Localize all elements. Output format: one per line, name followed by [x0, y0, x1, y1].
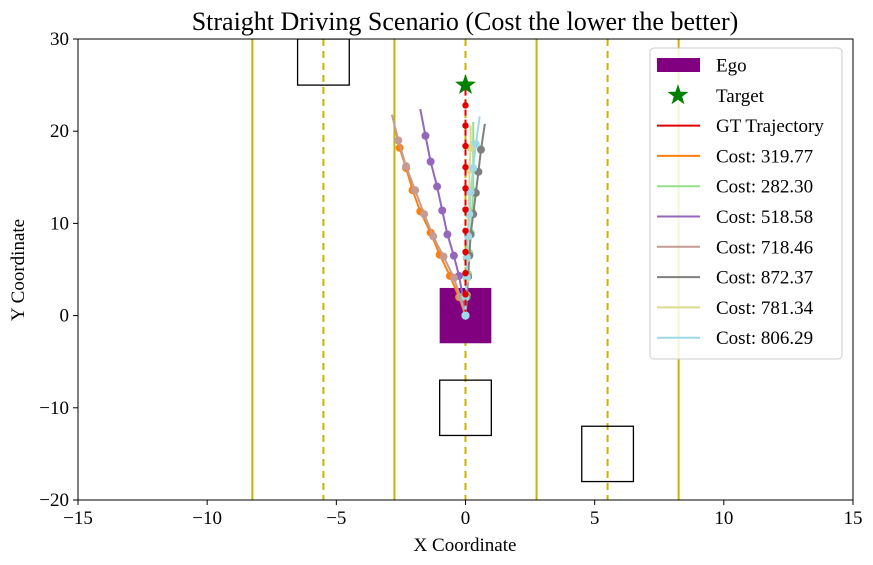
- trajectory-point: [471, 140, 480, 149]
- y-axis-label: Y Coordinate: [8, 219, 29, 321]
- legend-handle-ego: [657, 58, 700, 72]
- legend-label: Cost: 806.29: [716, 328, 813, 349]
- plot-area: [251, 39, 680, 500]
- legend-label: Ego: [716, 56, 747, 77]
- obstacle-box: [296, 39, 350, 86]
- trajectory-point: [469, 164, 478, 173]
- trajectory-point: [426, 157, 435, 166]
- trajectory-point: [429, 232, 438, 241]
- legend-label: GT Trajectory: [716, 116, 824, 137]
- x-axis-label: X Coordinate: [414, 535, 517, 556]
- x-tick-label: 10: [714, 508, 733, 529]
- legend-label: Cost: 518.58: [716, 207, 813, 228]
- trajectory-point: [394, 136, 403, 145]
- gt-trajectory-point: [462, 185, 469, 192]
- gt-trajectory-point: [462, 291, 469, 298]
- obstacle-box: [439, 379, 492, 437]
- legend-handle-target: [667, 84, 689, 105]
- gt-trajectory-point: [462, 227, 469, 234]
- chart-title: Straight Driving Scenario (Cost the lowe…: [192, 7, 739, 36]
- trajectory-point: [449, 251, 458, 260]
- trajectory-point: [477, 145, 485, 154]
- gt-trajectory-point: [462, 206, 469, 213]
- legend-label: Target: [716, 86, 765, 107]
- trajectory-point: [465, 210, 474, 219]
- legend: Ego Target GT Trajectory Cost: 319.77 Cost: …: [649, 47, 843, 360]
- y-tick-label: 0: [60, 306, 70, 327]
- target-star: [455, 74, 476, 94]
- trajectory-point: [438, 206, 447, 215]
- trajectory-point: [420, 210, 429, 219]
- trajectory-point: [449, 273, 458, 282]
- gt-trajectory-point: [462, 269, 469, 277]
- y-tick-label: 10: [50, 213, 69, 234]
- trajectory-point: [466, 188, 475, 197]
- trajectory-line: [419, 108, 467, 316]
- trajectory-point: [439, 252, 448, 261]
- gt-trajectory-point: [462, 248, 469, 256]
- trajectory-point: [421, 131, 430, 140]
- gt-trajectory-point: [462, 163, 469, 171]
- y-tick-label: 30: [50, 29, 69, 50]
- trajectory-point: [443, 230, 452, 239]
- gt-trajectory-point: [462, 142, 469, 150]
- trajectory-point: [411, 186, 420, 195]
- y-tick-label: −10: [39, 398, 69, 419]
- trajectory-line: [390, 114, 467, 316]
- obstacle-box: [581, 425, 635, 483]
- trajectory-point: [402, 162, 411, 171]
- legend-label: Cost: 282.30: [716, 177, 813, 198]
- trajectory-line: [464, 123, 486, 316]
- trajectory-point: [461, 311, 470, 320]
- trajectory-line: [464, 116, 481, 316]
- axes: −15 −10 −5 0 5 10 15 −20 −10 0 10 20 30: [39, 29, 862, 529]
- gt-trajectory-point: [462, 102, 469, 109]
- x-tick-label: −15: [63, 508, 93, 529]
- x-tick-label: 15: [844, 508, 863, 529]
- legend-label: Cost: 872.37: [716, 268, 813, 289]
- y-tick-label: −20: [39, 490, 69, 511]
- x-tick-label: −10: [192, 508, 222, 529]
- legend-label: Cost: 319.77: [716, 146, 813, 167]
- legend-label: Cost: 781.34: [716, 298, 814, 319]
- x-tick-label: −5: [326, 508, 346, 529]
- x-tick-label: 0: [461, 508, 471, 529]
- x-tick-label: 5: [590, 508, 600, 529]
- gt-trajectory-point: [462, 122, 469, 129]
- legend-label: Cost: 718.46: [716, 237, 813, 258]
- trajectory-point: [433, 182, 442, 191]
- y-tick-label: 20: [50, 121, 69, 142]
